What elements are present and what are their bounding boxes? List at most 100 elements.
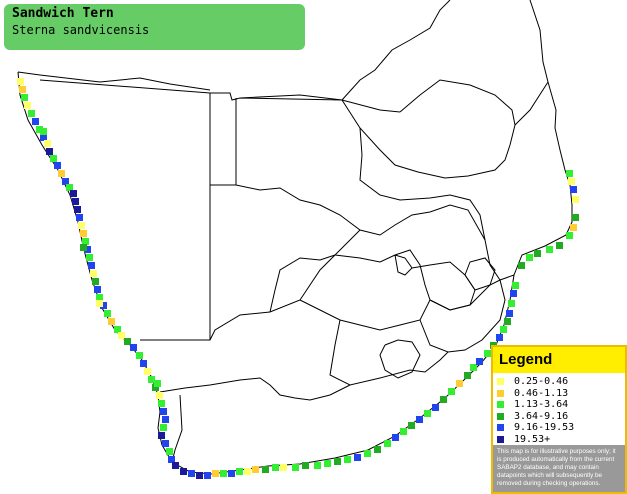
distribution-cell <box>32 118 39 125</box>
province-north-west <box>269 254 336 313</box>
distribution-cell <box>82 238 89 245</box>
distribution-cell <box>448 388 455 395</box>
distribution-cell <box>80 230 87 237</box>
distribution-cell <box>572 214 579 221</box>
country-borders <box>17 0 573 475</box>
distribution-cell <box>364 450 371 457</box>
province-free-state <box>299 249 431 331</box>
distribution-cell <box>568 178 575 185</box>
distribution-cell <box>252 466 259 473</box>
distribution-cell <box>508 300 515 307</box>
legend-label: 0.46-1.13 <box>514 387 569 399</box>
distribution-cell <box>36 126 43 133</box>
species-common-name: Sandwich Tern <box>12 6 114 21</box>
legend-item: 3.64-9.16 <box>497 411 625 423</box>
distribution-cell <box>84 246 91 253</box>
legend-swatch <box>497 401 504 409</box>
distribution-cell <box>262 466 269 473</box>
distribution-cell <box>24 102 31 109</box>
namibia-south-border <box>209 93 237 186</box>
distribution-cell <box>188 470 195 477</box>
distribution-cell <box>280 464 287 471</box>
distribution-cell <box>118 332 125 339</box>
distribution-cells <box>17 78 579 479</box>
distribution-cell <box>228 470 235 477</box>
distribution-cell <box>162 416 169 423</box>
legend-item: 0.25-0.46 <box>497 376 625 388</box>
legend-label: 3.64-9.16 <box>514 410 569 422</box>
legend-swatch <box>497 435 504 443</box>
distribution-cell <box>496 334 503 341</box>
distribution-cell <box>500 326 507 333</box>
lesotho <box>379 339 421 379</box>
distribution-cell <box>78 222 85 229</box>
distribution-cell <box>17 78 24 85</box>
distribution-cell <box>168 456 175 463</box>
distribution-cell <box>90 270 97 277</box>
distribution-cell <box>510 290 517 297</box>
distribution-cell <box>136 352 143 359</box>
legend-swatch <box>497 389 504 397</box>
distribution-cell <box>236 468 243 475</box>
distribution-cell <box>94 286 101 293</box>
distribution-cell <box>432 404 439 411</box>
legend-item: 0.46-1.13 <box>497 388 625 400</box>
distribution-cell <box>354 454 361 461</box>
distribution-cell <box>72 198 79 205</box>
distribution-cell <box>512 282 519 289</box>
province-western-cape <box>159 377 351 401</box>
distribution-cell <box>546 246 553 253</box>
distribution-cell <box>408 422 415 429</box>
province-gauteng <box>394 254 413 276</box>
distribution-cell <box>400 428 407 435</box>
zambia-border <box>341 0 451 101</box>
distribution-cell <box>158 400 165 407</box>
distribution-cell <box>476 358 483 365</box>
distribution-cell <box>104 310 111 317</box>
distribution-cell <box>86 254 93 261</box>
legend-label: 1.13-3.64 <box>514 399 569 411</box>
province-kzn <box>419 279 506 353</box>
legend-items: 0.25-0.46 0.46-1.13 1.13-3.64 3.64-9.16 … <box>493 373 625 445</box>
distribution-cell <box>440 396 447 403</box>
distribution-cell <box>292 464 299 471</box>
distribution-cell <box>74 206 81 213</box>
distribution-cell <box>92 278 99 285</box>
legend-swatch <box>497 378 504 386</box>
distribution-cell <box>162 440 169 447</box>
distribution-cell <box>166 448 173 455</box>
distribution-cell <box>392 434 399 441</box>
legend-item: 9.16-19.53 <box>497 422 625 434</box>
distribution-cell <box>556 242 563 249</box>
distribution-cell <box>244 468 251 475</box>
distribution-cell <box>70 190 77 197</box>
distribution-cell <box>160 424 167 431</box>
distribution-cell <box>40 128 47 135</box>
distribution-cell <box>96 300 103 307</box>
zimbabwe-south <box>341 79 516 179</box>
distribution-cell <box>196 472 203 479</box>
distribution-cell <box>384 440 391 447</box>
distribution-cell <box>272 464 279 471</box>
distribution-cell <box>334 458 341 465</box>
legend-label: 9.16-19.53 <box>514 422 575 434</box>
distribution-cell <box>154 380 161 387</box>
distribution-cell <box>100 302 107 309</box>
distribution-cell <box>302 462 309 469</box>
distribution-cell <box>19 86 26 93</box>
distribution-cell <box>504 318 511 325</box>
distribution-cell <box>130 344 137 351</box>
distribution-cell <box>572 196 579 203</box>
botswana-south <box>359 127 515 281</box>
legend-item: 19.53+ <box>497 434 625 446</box>
province-western-cape-2 <box>171 394 183 463</box>
distribution-cell <box>570 224 577 231</box>
legend-swatch <box>497 424 504 432</box>
legend-disclaimer: This map is for illustrative purposes on… <box>493 445 625 492</box>
distribution-cell <box>220 470 227 477</box>
distribution-cell <box>88 262 95 269</box>
distribution-cell <box>62 178 69 185</box>
distribution-cell <box>566 170 573 177</box>
distribution-cell <box>21 94 28 101</box>
